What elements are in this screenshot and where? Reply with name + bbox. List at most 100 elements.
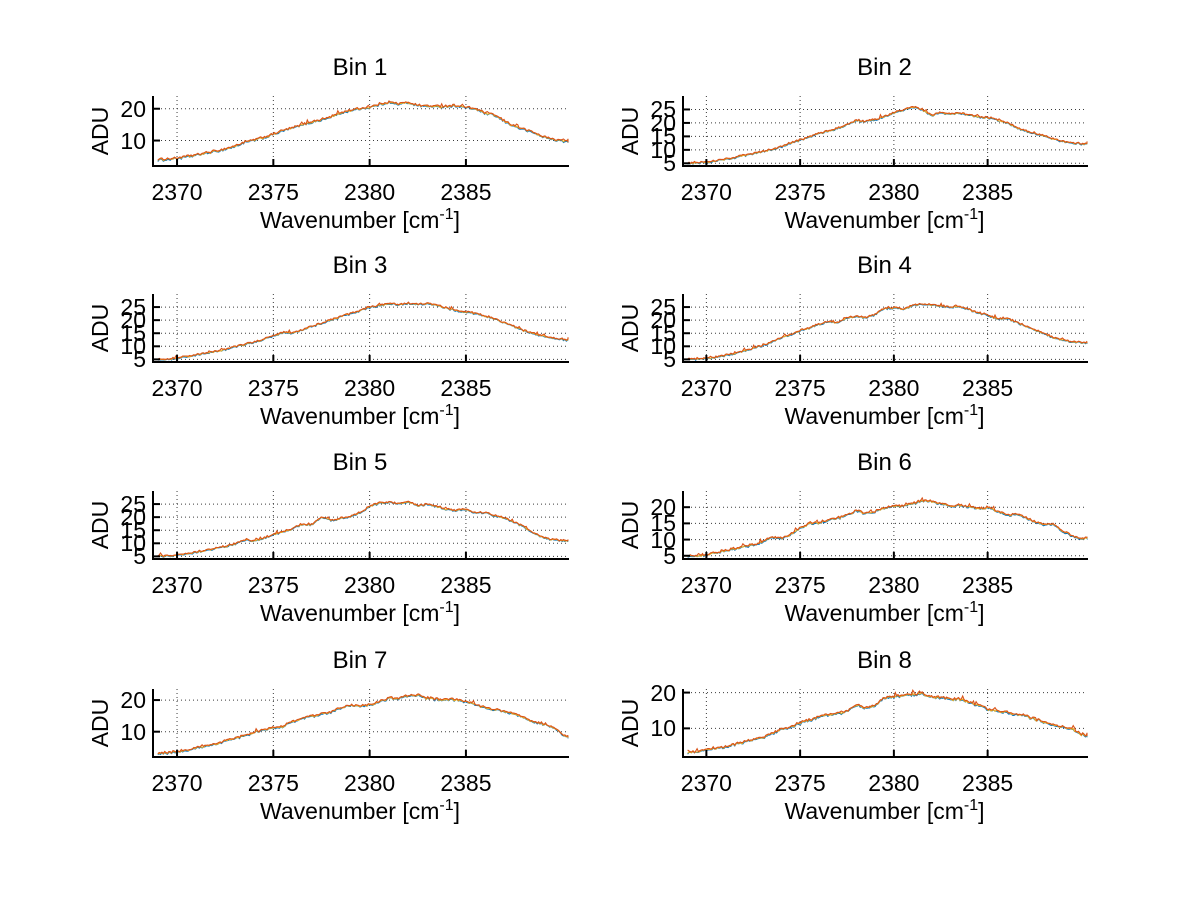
plot-area [152, 96, 569, 167]
series-line-spectrum-blue [687, 499, 1088, 558]
x-axis-label-exponent: -1 [963, 206, 979, 223]
y-tick-label: 20 [120, 307, 146, 334]
x-axis-label: Wavenumber [cm-1] [152, 797, 568, 828]
plot-area [152, 689, 569, 758]
y-tick-label: 10 [650, 526, 676, 553]
y-tick-label: 10 [120, 718, 146, 745]
x-tick-label: 2380 [868, 770, 920, 796]
x-axis-label-main: Wavenumber [cm [260, 798, 440, 824]
x-axis-label-main: Wavenumber [cm [784, 798, 964, 824]
series-line-spectrum-orange [687, 302, 1088, 361]
series-line-spectrum-yellow [687, 303, 1088, 361]
x-axis-label-exponent: -1 [963, 402, 979, 419]
x-axis-label: Wavenumber [cm-1] [682, 402, 1087, 433]
y-tick-label: 20 [650, 307, 676, 334]
x-tick-label: 2380 [344, 770, 396, 796]
x-tick-label: 2385 [962, 179, 1014, 205]
y-tick-label: 10 [120, 530, 146, 557]
series-line-spectrum-orange [687, 689, 1088, 754]
x-tick-label: 2380 [344, 375, 396, 401]
x-axis-label-close: ] [978, 403, 985, 429]
x-axis-label-main: Wavenumber [cm [260, 600, 440, 626]
series-line-spectrum-yellow [157, 694, 569, 755]
plot-area [682, 491, 1088, 560]
x-tick-label: 2370 [680, 375, 732, 401]
x-tick-label: 2375 [247, 770, 299, 796]
x-tick-label: 2370 [151, 572, 203, 598]
x-axis-label-exponent: -1 [439, 206, 454, 223]
y-tick-label: 5 [133, 346, 146, 373]
y-tick-label: 10 [650, 333, 676, 360]
series-line-spectrum-orange [157, 100, 569, 161]
x-axis-label-exponent: -1 [963, 797, 979, 814]
y-tick-label: 20 [650, 109, 676, 136]
y-tick-label: 5 [663, 346, 676, 373]
x-tick-label: 2380 [344, 572, 396, 598]
x-axis-label-main: Wavenumber [cm [784, 600, 964, 626]
x-tick-label: 2385 [962, 572, 1014, 598]
x-tick-label: 2375 [247, 179, 299, 205]
series-line-spectrum-blue [157, 694, 569, 756]
x-tick-label: 2385 [440, 179, 492, 205]
plot-area [682, 689, 1088, 758]
series-line-spectrum-orange [687, 105, 1088, 165]
subplot-title: Bin 2 [857, 54, 912, 81]
x-axis-label-main: Wavenumber [cm [784, 403, 964, 429]
x-tick-label: 2375 [774, 572, 826, 598]
y-tick-label: 15 [120, 517, 146, 544]
series-line-spectrum-orange [157, 693, 569, 755]
y-tick-label: 20 [120, 95, 146, 122]
x-axis-label-close: ] [453, 600, 460, 626]
plot-area [682, 96, 1088, 167]
x-axis-label: Wavenumber [cm-1] [152, 599, 568, 630]
plot-area [152, 491, 569, 560]
x-tick-label: 2370 [151, 179, 203, 205]
series-line-spectrum-yellow [157, 301, 569, 361]
x-tick-label: 2385 [440, 375, 492, 401]
x-axis-label: Wavenumber [cm-1] [682, 599, 1087, 630]
subplot-title: Bin 4 [857, 252, 912, 279]
x-tick-label: 2380 [344, 179, 396, 205]
x-axis-label: Wavenumber [cm-1] [682, 206, 1087, 237]
x-tick-label: 2385 [440, 572, 492, 598]
x-tick-label: 2370 [680, 770, 732, 796]
x-tick-label: 2375 [774, 179, 826, 205]
series-line-spectrum-yellow [157, 501, 569, 558]
x-tick-label: 2375 [247, 572, 299, 598]
subplot-title: Bin 3 [332, 252, 388, 279]
y-tick-label: 5 [663, 150, 676, 177]
x-axis-label-close: ] [978, 798, 985, 824]
y-tick-label: 25 [650, 96, 676, 123]
y-tick-label: 25 [120, 294, 146, 321]
subplot-title: Bin 8 [857, 647, 912, 674]
plot-area [682, 294, 1088, 363]
x-tick-label: 2375 [247, 375, 299, 401]
subplot-title: Bin 6 [857, 449, 912, 476]
x-axis-label: Wavenumber [cm-1] [682, 797, 1087, 828]
x-tick-label: 2380 [868, 572, 920, 598]
x-axis-label-close: ] [453, 403, 460, 429]
x-tick-label: 2375 [774, 770, 826, 796]
x-tick-label: 2370 [680, 572, 732, 598]
series-line-spectrum-yellow [687, 691, 1088, 754]
y-tick-label: 10 [650, 715, 676, 742]
y-tick-label: 20 [650, 494, 676, 521]
subplot-title: Bin 1 [332, 54, 388, 81]
y-tick-label: 10 [120, 127, 146, 154]
x-axis-label-exponent: -1 [439, 797, 454, 814]
x-tick-label: 2385 [440, 770, 492, 796]
x-tick-label: 2385 [962, 770, 1014, 796]
x-axis-label-main: Wavenumber [cm [784, 207, 964, 233]
y-tick-label: 20 [650, 679, 676, 706]
y-tick-label: 15 [650, 123, 676, 150]
x-tick-label: 2370 [151, 375, 203, 401]
y-tick-label: 5 [133, 543, 146, 570]
series-line-spectrum-blue [157, 100, 569, 162]
y-tick-label: 20 [120, 504, 146, 531]
series-line-spectrum-orange [157, 301, 569, 361]
y-tick-label: 25 [120, 491, 146, 518]
x-axis-label-close: ] [978, 207, 985, 233]
subplot-title: Bin 5 [332, 449, 388, 476]
x-axis-label-exponent: -1 [963, 599, 979, 616]
